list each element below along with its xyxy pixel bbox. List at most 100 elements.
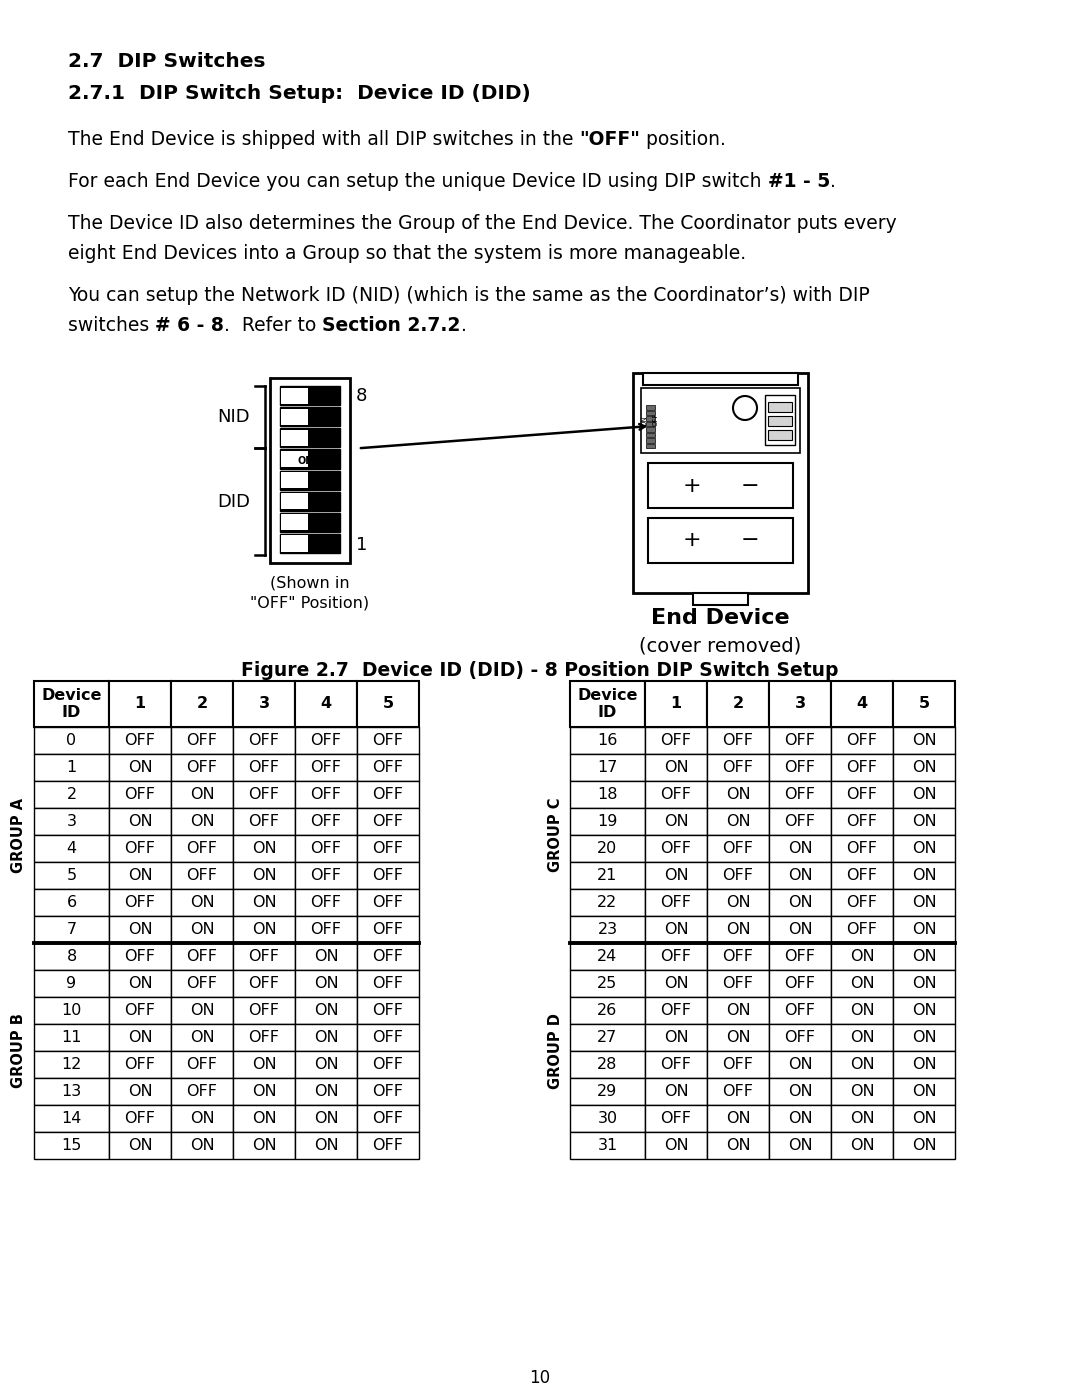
Bar bbox=[109, 808, 171, 834]
Text: .  Refer to: . Refer to bbox=[225, 316, 322, 335]
Bar bbox=[171, 808, 233, 834]
Bar bbox=[109, 862, 171, 889]
Text: 26: 26 bbox=[597, 1002, 618, 1018]
Bar bbox=[707, 944, 769, 970]
Text: ON: ON bbox=[664, 976, 688, 991]
Bar bbox=[893, 727, 955, 755]
Text: ON: ON bbox=[912, 760, 936, 776]
Bar bbox=[893, 680, 955, 727]
Bar bbox=[646, 405, 654, 409]
Text: ON: ON bbox=[912, 1138, 936, 1154]
Bar bbox=[357, 834, 419, 862]
Bar bbox=[295, 1023, 357, 1051]
Bar bbox=[33, 808, 109, 834]
Text: 5: 5 bbox=[918, 697, 930, 711]
Bar bbox=[645, 916, 707, 944]
Bar bbox=[831, 916, 893, 944]
Bar bbox=[645, 781, 707, 808]
Bar bbox=[109, 944, 171, 970]
Text: +: + bbox=[683, 531, 701, 550]
Bar bbox=[109, 1023, 171, 1051]
Text: ON: ON bbox=[726, 923, 751, 937]
Bar bbox=[280, 449, 340, 469]
Bar bbox=[693, 594, 748, 605]
Text: OFF: OFF bbox=[847, 923, 877, 937]
Text: 5: 5 bbox=[382, 697, 393, 711]
Bar bbox=[769, 862, 831, 889]
Text: ON: ON bbox=[787, 1057, 812, 1072]
Text: ON: ON bbox=[190, 923, 214, 937]
Bar bbox=[645, 970, 707, 997]
Text: ON: ON bbox=[664, 1138, 688, 1154]
Bar bbox=[280, 512, 340, 532]
Text: NID: NID bbox=[217, 409, 249, 426]
Text: The Device ID also determines the Group of the End Device. The Coordinator puts : The Device ID also determines the Group … bbox=[68, 214, 896, 232]
Text: ON: ON bbox=[912, 949, 936, 965]
Bar bbox=[831, 808, 893, 834]
Bar bbox=[570, 944, 645, 970]
Bar bbox=[707, 862, 769, 889]
Bar bbox=[570, 970, 645, 997]
Bar bbox=[109, 1133, 171, 1159]
Bar bbox=[280, 407, 340, 426]
Bar bbox=[233, 755, 295, 781]
Text: ON: ON bbox=[313, 1084, 338, 1099]
Text: ON: ON bbox=[850, 949, 875, 965]
Text: OFF: OFF bbox=[661, 1057, 691, 1072]
Bar bbox=[645, 727, 707, 755]
Bar bbox=[33, 970, 109, 997]
Text: 29: 29 bbox=[597, 1084, 618, 1099]
Bar bbox=[233, 834, 295, 862]
Bar bbox=[171, 1133, 233, 1159]
Text: ON: ON bbox=[726, 813, 751, 829]
Text: +: + bbox=[683, 476, 701, 496]
Bar bbox=[707, 1105, 769, 1133]
Text: OFF: OFF bbox=[784, 813, 815, 829]
Text: ON: ON bbox=[726, 1138, 751, 1154]
Bar bbox=[831, 970, 893, 997]
Bar bbox=[295, 1105, 357, 1133]
Bar bbox=[357, 781, 419, 808]
Bar bbox=[171, 1051, 233, 1078]
Bar bbox=[109, 1105, 171, 1133]
Text: ON: ON bbox=[313, 1002, 338, 1018]
Bar bbox=[831, 944, 893, 970]
Text: OFF: OFF bbox=[847, 895, 877, 910]
Bar bbox=[570, 1105, 645, 1133]
Bar bbox=[171, 889, 233, 916]
Bar bbox=[357, 755, 419, 781]
Bar bbox=[33, 1051, 109, 1078]
Text: # 6 - 8: # 6 - 8 bbox=[156, 316, 225, 335]
Text: ON: ON bbox=[127, 1138, 152, 1154]
Bar bbox=[109, 970, 171, 997]
Bar bbox=[769, 1078, 831, 1105]
Bar bbox=[281, 388, 308, 403]
Text: ON: ON bbox=[313, 976, 338, 991]
Bar bbox=[570, 781, 645, 808]
Text: OFF: OFF bbox=[373, 1084, 404, 1099]
Bar bbox=[646, 438, 654, 442]
Text: ON: ON bbox=[912, 1112, 936, 1126]
Text: switches: switches bbox=[68, 316, 156, 335]
Text: OFF: OFF bbox=[248, 976, 280, 991]
Text: −: − bbox=[740, 476, 759, 496]
Text: 3: 3 bbox=[67, 813, 77, 829]
Bar bbox=[893, 889, 955, 916]
Bar bbox=[295, 970, 357, 997]
Text: OFF: OFF bbox=[661, 1002, 691, 1018]
Text: OFF: OFF bbox=[124, 949, 156, 965]
Text: OFF: OFF bbox=[373, 1002, 404, 1018]
Text: OFF: OFF bbox=[187, 949, 217, 965]
Bar bbox=[233, 916, 295, 944]
Bar bbox=[33, 727, 109, 755]
Bar bbox=[831, 862, 893, 889]
Bar bbox=[233, 1051, 295, 1078]
Bar bbox=[109, 889, 171, 916]
Text: OFF: OFF bbox=[248, 1030, 280, 1044]
Text: OFF: OFF bbox=[124, 787, 156, 802]
Bar bbox=[831, 727, 893, 755]
Text: ON: ON bbox=[252, 1138, 276, 1154]
Text: 1: 1 bbox=[671, 697, 681, 711]
Text: ON: ON bbox=[664, 760, 688, 776]
Bar bbox=[769, 808, 831, 834]
